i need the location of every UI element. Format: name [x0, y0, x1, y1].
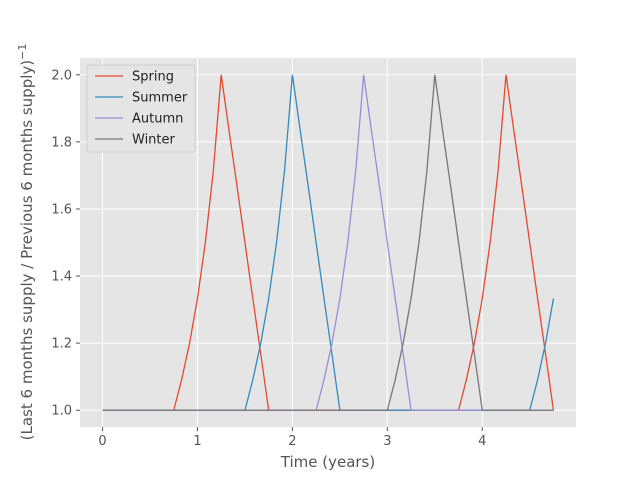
series-line-summer — [102, 74, 555, 411]
series-line-autumn — [102, 74, 554, 411]
legend-label-spring: Spring — [132, 70, 174, 85]
series-line-winter — [102, 74, 554, 411]
y-axis-label-superscript: −1 — [16, 44, 29, 60]
y-tick-label: 1.0 — [51, 404, 72, 419]
x-tick-label: 0 — [98, 434, 106, 449]
legend-label-winter: Winter — [132, 133, 176, 148]
y-tick-label: 1.8 — [51, 135, 72, 150]
y-tick-label: 1.6 — [51, 202, 72, 217]
y-tick-label: 2.0 — [51, 68, 72, 83]
legend-items: Spring Summer Autumn Winter — [95, 70, 188, 148]
tick-labels: 0 1 2 3 4 1.0 1.2 1.4 1.6 1.8 2.0 — [51, 68, 486, 449]
x-tick-label: 1 — [193, 434, 201, 449]
x-tick-label: 4 — [478, 434, 486, 449]
series-lines — [102, 74, 555, 411]
grid-lines — [80, 58, 576, 427]
x-axis-label: Time (years) — [280, 453, 375, 471]
legend: Spring Summer Autumn Winter — [86, 64, 196, 153]
y-tick-label: 1.4 — [51, 270, 72, 285]
x-tick-label: 3 — [383, 434, 391, 449]
y-axis-label: (Last 6 months supply / Previous 6 month… — [16, 44, 36, 441]
legend-label-autumn: Autumn — [132, 112, 183, 127]
y-axis-label-main: (Last 6 months supply / Previous 6 month… — [18, 60, 36, 440]
y-tick-label: 1.2 — [51, 337, 72, 352]
x-tick-label: 2 — [288, 434, 296, 449]
legend-label-summer: Summer — [132, 91, 188, 106]
legend-box — [86, 64, 196, 153]
